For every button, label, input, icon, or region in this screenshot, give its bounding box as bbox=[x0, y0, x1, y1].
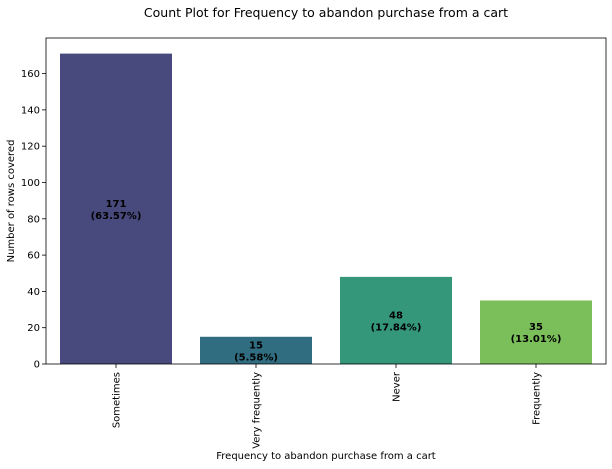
x-tick-label: Never bbox=[392, 371, 403, 402]
y-tick-label: 140 bbox=[21, 105, 40, 116]
bar-percent-label: (63.57%) bbox=[91, 211, 142, 222]
bar-value-label: 35 bbox=[529, 322, 543, 333]
bar-4 bbox=[480, 300, 592, 364]
bar-3 bbox=[340, 276, 452, 364]
bar-value-label: 48 bbox=[389, 310, 403, 321]
y-tick-label: 40 bbox=[27, 287, 40, 298]
x-axis-label: Frequency to abandon purchase from a car… bbox=[216, 451, 436, 462]
y-tick-label: 0 bbox=[34, 360, 40, 371]
bar-percent-label: (5.58%) bbox=[234, 352, 278, 363]
bar-2 bbox=[200, 336, 312, 364]
plot-frame bbox=[45, 37, 607, 365]
y-tick-label: 60 bbox=[27, 251, 40, 262]
bar-value-label: 171 bbox=[106, 199, 127, 210]
bar-1 bbox=[60, 53, 172, 365]
y-tick-label: 100 bbox=[21, 178, 40, 189]
y-tick-label: 160 bbox=[21, 69, 40, 80]
bar-percent-label: (17.84%) bbox=[371, 322, 422, 333]
y-tick-label: 120 bbox=[21, 142, 40, 153]
data-labels: 171(63.57%) 15(5.58%) 48(17.84%) 35(13.01%) bbox=[91, 199, 562, 364]
bar-value-label: 15 bbox=[249, 340, 263, 351]
y-tick-label: 20 bbox=[27, 323, 40, 334]
x-axis-ticks: Sometimes Very frequently Never Frequently bbox=[112, 364, 543, 449]
x-tick-label: Sometimes bbox=[112, 372, 123, 428]
bars bbox=[60, 53, 592, 365]
chart-title: Count Plot for Frequency to abandon purc… bbox=[144, 5, 508, 20]
y-axis-label: Number of rows covered bbox=[6, 140, 17, 263]
y-axis-ticks: 0 20 40 60 80 100 120 140 160 bbox=[21, 69, 46, 371]
x-tick-label: Very frequently bbox=[252, 372, 263, 449]
bar-percent-label: (13.01%) bbox=[511, 334, 562, 345]
x-tick-label: Frequently bbox=[532, 372, 543, 425]
y-tick-label: 80 bbox=[27, 214, 40, 225]
